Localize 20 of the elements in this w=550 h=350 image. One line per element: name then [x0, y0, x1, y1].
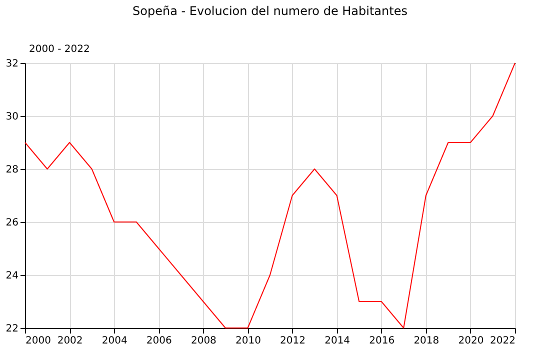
x-tick-label: 2022: [490, 336, 516, 346]
y-tick-label: 28: [6, 164, 18, 176]
x-tick-label: 2018: [414, 336, 440, 346]
x-tick-label: 2008: [190, 336, 216, 346]
x-tick-label: 2006: [146, 336, 172, 346]
x-tick-label: 2020: [458, 336, 484, 346]
x-tick-label: 2010: [236, 336, 261, 346]
y-tick-label: 22: [6, 324, 18, 334]
text: 2000 - 2022: [29, 44, 90, 55]
y-tick-label: 32: [6, 58, 18, 70]
x-tick-label: 2012: [280, 336, 306, 346]
x-tick-label: 2004: [102, 336, 128, 346]
x-tick-label: 2014: [324, 336, 350, 346]
y-tick-label: 30: [6, 112, 18, 122]
chart-title: Sopeña - Evolucion del numero de Habitantes: [132, 4, 408, 18]
y-tick-label: 24: [6, 270, 18, 282]
x-tick-label: 2016: [369, 336, 395, 346]
y-tick-label: 26: [6, 218, 18, 228]
x-tick-label: 2000: [26, 336, 51, 346]
x-tick-label: 2002: [57, 336, 83, 346]
